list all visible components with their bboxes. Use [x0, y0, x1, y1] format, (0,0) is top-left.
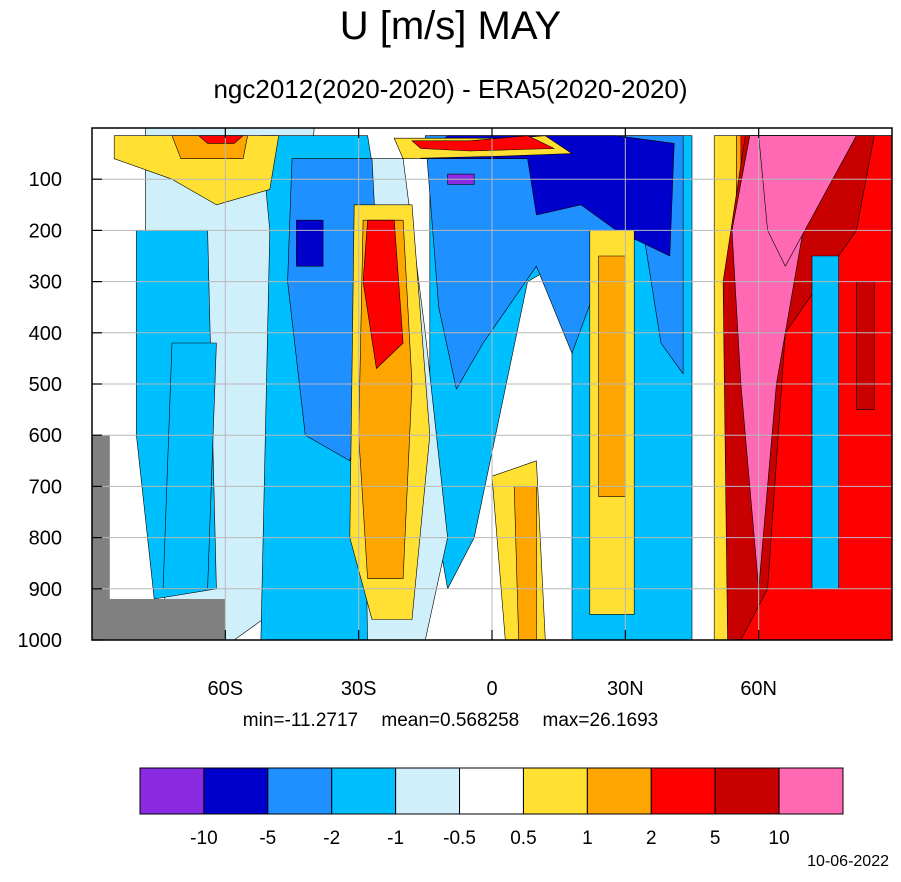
date-stamp: 10-06-2022: [807, 853, 889, 870]
missing-data-region: [92, 435, 226, 640]
y-tick-label: 300: [29, 272, 62, 294]
stat-mean: mean=0.568258: [381, 710, 520, 731]
contour-region: [811, 255, 840, 590]
page-subtitle: ngc2012(2020-2020) - ERA5(2020-2020): [213, 74, 688, 104]
colorbar-swatch: [650, 767, 716, 815]
y-tick-label: 800: [29, 528, 62, 550]
colorbar-label: -1: [387, 828, 404, 849]
colorbar-swatch: [778, 767, 844, 815]
y-tick-label: 900: [29, 579, 62, 601]
contour-region: [856, 281, 875, 410]
y-tick-label: 1000: [18, 630, 63, 652]
colorbar-label: 0.5: [510, 828, 536, 849]
colorbar-swatch: [714, 767, 780, 815]
colorbar-label: -10: [190, 828, 217, 849]
x-tick-label: 30N: [607, 678, 644, 700]
y-tick-label: 500: [29, 374, 62, 396]
contour-region: [758, 135, 857, 267]
colorbar-swatch: [586, 767, 652, 815]
contour-region: [362, 219, 404, 369]
x-tick-label: 60N: [740, 678, 777, 700]
y-tick-label: 200: [29, 220, 62, 242]
contour-region: [198, 135, 244, 144]
colorbar-label: -5: [259, 828, 276, 849]
x-tick-label: 0: [486, 678, 497, 700]
y-tick-label: 100: [29, 169, 62, 191]
x-tick-label: 60S: [208, 678, 244, 700]
x-tick-label: 30S: [341, 678, 377, 700]
colorbar-label: -0.5: [443, 828, 476, 849]
colorbar-label: 1: [582, 828, 593, 849]
stat-max: max=26.1693: [542, 710, 659, 731]
contour-region: [296, 219, 324, 267]
colorbar-label: 10: [769, 828, 790, 849]
contour-region: [598, 255, 626, 497]
contour-region: [411, 135, 555, 152]
contour-region: [420, 135, 675, 257]
colorbar-label: -2: [323, 828, 340, 849]
contour-region: [162, 342, 217, 590]
colorbar-swatch: [522, 767, 588, 815]
colorbar-swatch: [203, 767, 269, 815]
colorbar-label: 5: [710, 828, 721, 849]
page-title: U [m/s] MAY: [339, 4, 562, 48]
colorbar-swatch: [331, 767, 397, 815]
y-tick-label: 700: [29, 476, 62, 498]
statistics: min=-11.2717 mean=0.568258 max=26.1693: [0, 710, 901, 732]
colorbar-swatch: [267, 767, 333, 815]
colorbar-swatch: [459, 767, 524, 815]
y-tick-label: 600: [29, 425, 62, 447]
stat-min: min=-11.2717: [242, 710, 359, 731]
y-tick-label: 400: [29, 323, 62, 345]
colorbar-label: 2: [646, 828, 657, 849]
colorbar-swatch: [395, 767, 461, 815]
colorbar-swatch: [139, 767, 205, 815]
